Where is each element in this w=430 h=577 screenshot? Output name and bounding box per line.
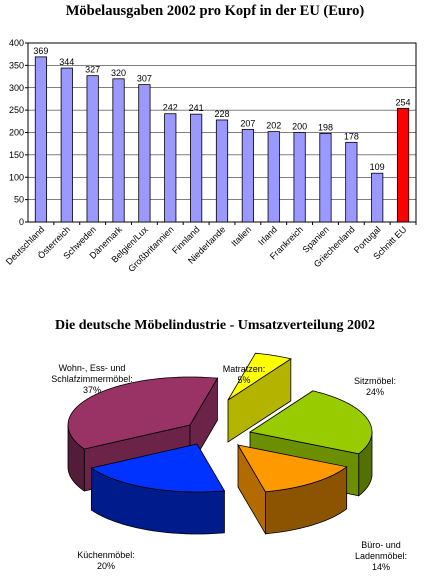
bar [112,78,125,223]
pie-label-line: Wohn-, Ess- und [59,363,126,373]
bar [371,172,384,223]
bar [215,119,229,223]
y-tick-label: 350 [9,60,24,70]
data-label: 369 [33,46,48,56]
pie-label-line: Büro- und [361,540,401,550]
data-label: 109 [370,162,385,172]
bar [138,84,151,223]
data-label: 327 [85,65,100,75]
bar [241,128,254,223]
bar [396,107,410,223]
pie-label-line: 20% [97,561,115,571]
data-label: 242 [163,103,178,113]
pie-label-line: Sitzmöbel: [354,376,396,386]
pie-slice-label: Sitzmöbel: 24% [354,376,396,397]
pie-label-line: 5% [237,375,250,385]
pie-label-line: 24% [366,387,384,397]
bar [190,113,203,223]
pie-label-line: 37% [83,385,101,395]
pie-slice-label: Küchenmöbel: 20% [77,550,135,571]
pie-slice-label: Büro- und Ladenmöbel: 14% [355,540,407,572]
pie-chart-title: Die deutsche Möbelindustrie - Umsatzvert… [54,318,376,333]
pie-slice [237,444,348,493]
pie-label-line: Matratzen: [223,364,266,374]
pie-slice-label: Wohn-, Ess- und Schlafzimmermöbel: 37% [51,363,133,395]
bar-chart: 050100150200250300350400369Deutschland34… [4,38,417,274]
data-label: 254 [396,97,411,107]
data-label: 178 [344,131,359,141]
data-label: 344 [59,57,74,67]
data-label: 241 [189,103,204,113]
pie-label-line: Schlafzimmermöbel: [51,374,133,384]
data-label: 228 [214,109,229,119]
data-label: 307 [137,74,152,84]
pie-label-line: Ladenmöbel: [355,551,407,561]
pie-slice [227,352,292,401]
y-tick-label: 100 [9,172,24,182]
y-tick-label: 300 [9,83,24,93]
pie-label-line: Küchenmöbel: [77,550,135,560]
y-tick-label: 0 [19,217,24,227]
data-label: 200 [292,122,307,132]
y-tick-label: 250 [9,105,24,115]
y-tick-label: 200 [9,128,24,138]
bar-chart-title: Möbelausgaben 2002 pro Kopf in der EU (E… [65,3,365,19]
bar [267,131,280,223]
data-label: 202 [266,121,281,131]
bar [319,132,332,223]
pie-slice [90,443,226,493]
bar [86,75,99,223]
data-label: 198 [318,122,333,132]
pie-slice-label: Matratzen: 5% [223,364,266,385]
bar [293,132,306,223]
data-label: 320 [111,68,126,78]
pie-slice [67,376,219,450]
bar [345,141,358,223]
y-tick-label: 50 [14,195,24,205]
bar [164,113,177,223]
y-tick-label: 400 [9,38,24,48]
bar [60,67,73,223]
data-label: 207 [240,118,255,128]
y-tick-label: 150 [9,150,24,160]
pie-slice [248,390,373,455]
pie-tops [67,352,373,493]
pie-label-line: 14% [372,562,390,572]
bar [34,56,48,223]
